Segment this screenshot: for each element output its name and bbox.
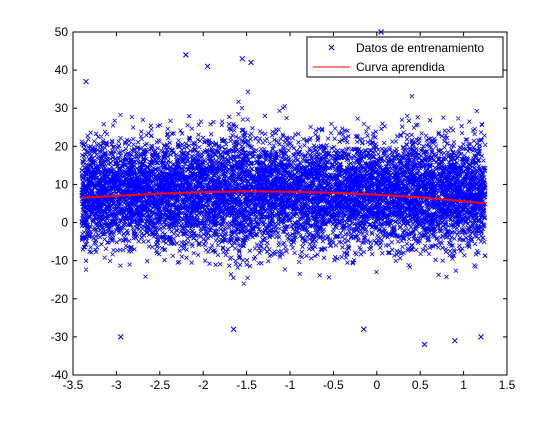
scatter-point-outlier [83, 78, 89, 85]
y-tick-label: -30 [51, 330, 69, 344]
y-tick-label: 40 [55, 63, 69, 77]
learned-curve-line [81, 190, 486, 205]
x-tick-label: -3 [111, 378, 122, 392]
y-tick-label: 50 [55, 25, 69, 39]
scatter-point-outlier [421, 341, 428, 348]
learned-curve-layer [81, 190, 486, 205]
x-tick-label: -3.5 [63, 378, 84, 392]
x-tick-label: 0.5 [412, 378, 429, 392]
y-tick-label: 0 [61, 216, 68, 230]
scatter-point-outlier [452, 337, 458, 344]
scatter-point-outlier [117, 334, 124, 340]
legend: Datos de entrenamiento Curva aprendida [306, 36, 504, 78]
x-tick-label: 1.5 [499, 378, 516, 392]
x-tick-label: 0 [373, 378, 380, 392]
x-tick-label: -1.5 [236, 378, 257, 392]
y-tick-label: 10 [55, 177, 69, 191]
scatter-point-outlier [230, 326, 237, 333]
x-tick-label: -1 [285, 378, 296, 392]
scatter-points-cloud [79, 89, 488, 286]
scatter-point-outlier [360, 326, 367, 333]
y-tick-label: -10 [51, 254, 69, 268]
scatter-point-outlier [478, 334, 484, 340]
scatter-point-outlier [239, 55, 246, 62]
y-tick-label: 30 [55, 101, 69, 115]
legend-marker-x [328, 44, 335, 51]
axes: -3.5 -3 -2.5 -2 -1.5 -1 -0.5 0 0.5 1 1.5 -40 -30 -20 -… [51, 25, 516, 392]
legend-label-training: Datos de entrenamiento [356, 41, 484, 55]
x-tick-label: -2 [198, 378, 209, 392]
x-tick-label: -0.5 [323, 378, 344, 392]
scatter-point-outlier [204, 63, 211, 70]
y-tick-label: -40 [51, 368, 69, 382]
x-tick-label: -2.5 [149, 378, 170, 392]
training-data-points [79, 29, 488, 348]
x-tick-label: 1 [460, 378, 467, 392]
legend-label-curve: Curva aprendida [356, 60, 445, 74]
scatter-point-outlier [248, 59, 254, 66]
scatter-point-outlier [182, 52, 189, 58]
y-tick-label: 20 [55, 139, 69, 153]
y-tick-label: -20 [51, 292, 69, 306]
legend-box [306, 36, 504, 78]
